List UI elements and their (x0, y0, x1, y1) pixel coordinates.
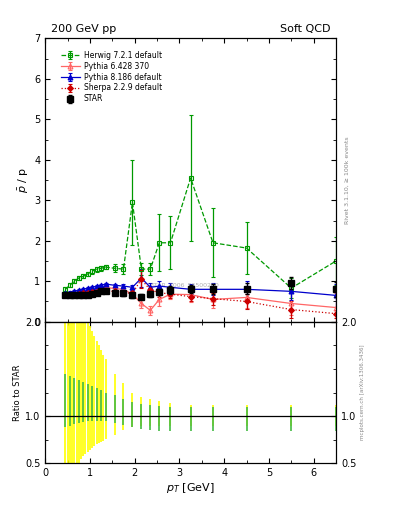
Legend: Herwig 7.2.1 default, Pythia 6.428 370, Pythia 8.186 default, Sherpa 2.2.9 defau: Herwig 7.2.1 default, Pythia 6.428 370, … (61, 51, 162, 103)
Text: 200 GeV pp: 200 GeV pp (51, 24, 116, 34)
X-axis label: $p_{T}$ [GeV]: $p_{T}$ [GeV] (166, 481, 215, 495)
Text: STAR_2006_S6500200: STAR_2006_S6500200 (151, 282, 219, 288)
Y-axis label: Ratio to STAR: Ratio to STAR (13, 364, 22, 421)
Text: Soft QCD: Soft QCD (280, 24, 330, 34)
Y-axis label: mcplots.cern.ch [arXiv:1306.3436]: mcplots.cern.ch [arXiv:1306.3436] (360, 345, 365, 440)
Y-axis label: Rivet 3.1.10, ≥ 100k events: Rivet 3.1.10, ≥ 100k events (345, 136, 350, 224)
Y-axis label: $\bar{p}$ / p: $\bar{p}$ / p (17, 167, 31, 193)
